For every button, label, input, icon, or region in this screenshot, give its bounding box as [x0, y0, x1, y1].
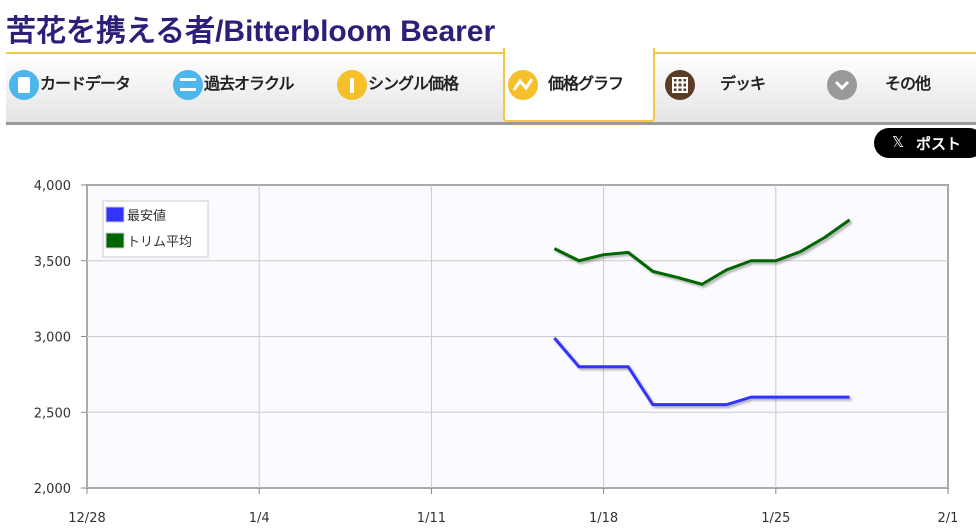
page-title: 苦花を携える者/Bitterbloom Bearer [6, 15, 496, 48]
y-tick-label: 3,000 [34, 331, 71, 346]
icon [173, 70, 203, 100]
post-button[interactable]: 𝕏 ポスト [874, 128, 976, 158]
icon [9, 70, 39, 100]
legend-label: トリム平均 [127, 235, 192, 250]
x-tick-label: 1/11 [417, 511, 446, 526]
y-tick-label: 3,500 [34, 255, 71, 270]
icon [337, 70, 367, 100]
tab[interactable]: その他 [885, 74, 931, 93]
series-line [553, 337, 850, 407]
x-tick-label: 12/28 [68, 511, 105, 526]
x-tick-label: 2/1 [938, 511, 959, 526]
tab-bar [6, 52, 976, 125]
y-tick-label: 2,000 [34, 482, 71, 497]
x-tick-label: 1/18 [589, 511, 618, 526]
legend-swatch [105, 232, 125, 249]
tab[interactable]: 過去オラクル [204, 74, 295, 93]
post-label: ポスト [916, 135, 962, 153]
tab[interactable]: シングル価格 [368, 74, 459, 93]
y-tick-label: 2,500 [34, 406, 71, 421]
tab[interactable]: 価格グラフ [548, 74, 624, 93]
y-tick-label: 4,000 [34, 179, 71, 194]
icon [508, 70, 538, 100]
tab[interactable]: デッキ [720, 74, 766, 93]
x-tick-label: 1/4 [249, 511, 270, 526]
icon [827, 70, 857, 100]
icon [665, 70, 695, 100]
x-tick-label: 1/25 [761, 511, 790, 526]
legend-swatch [105, 206, 125, 223]
series-line [553, 218, 851, 286]
tab[interactable]: カードデータ [40, 74, 131, 93]
legend-label: 最安値 [127, 208, 166, 224]
